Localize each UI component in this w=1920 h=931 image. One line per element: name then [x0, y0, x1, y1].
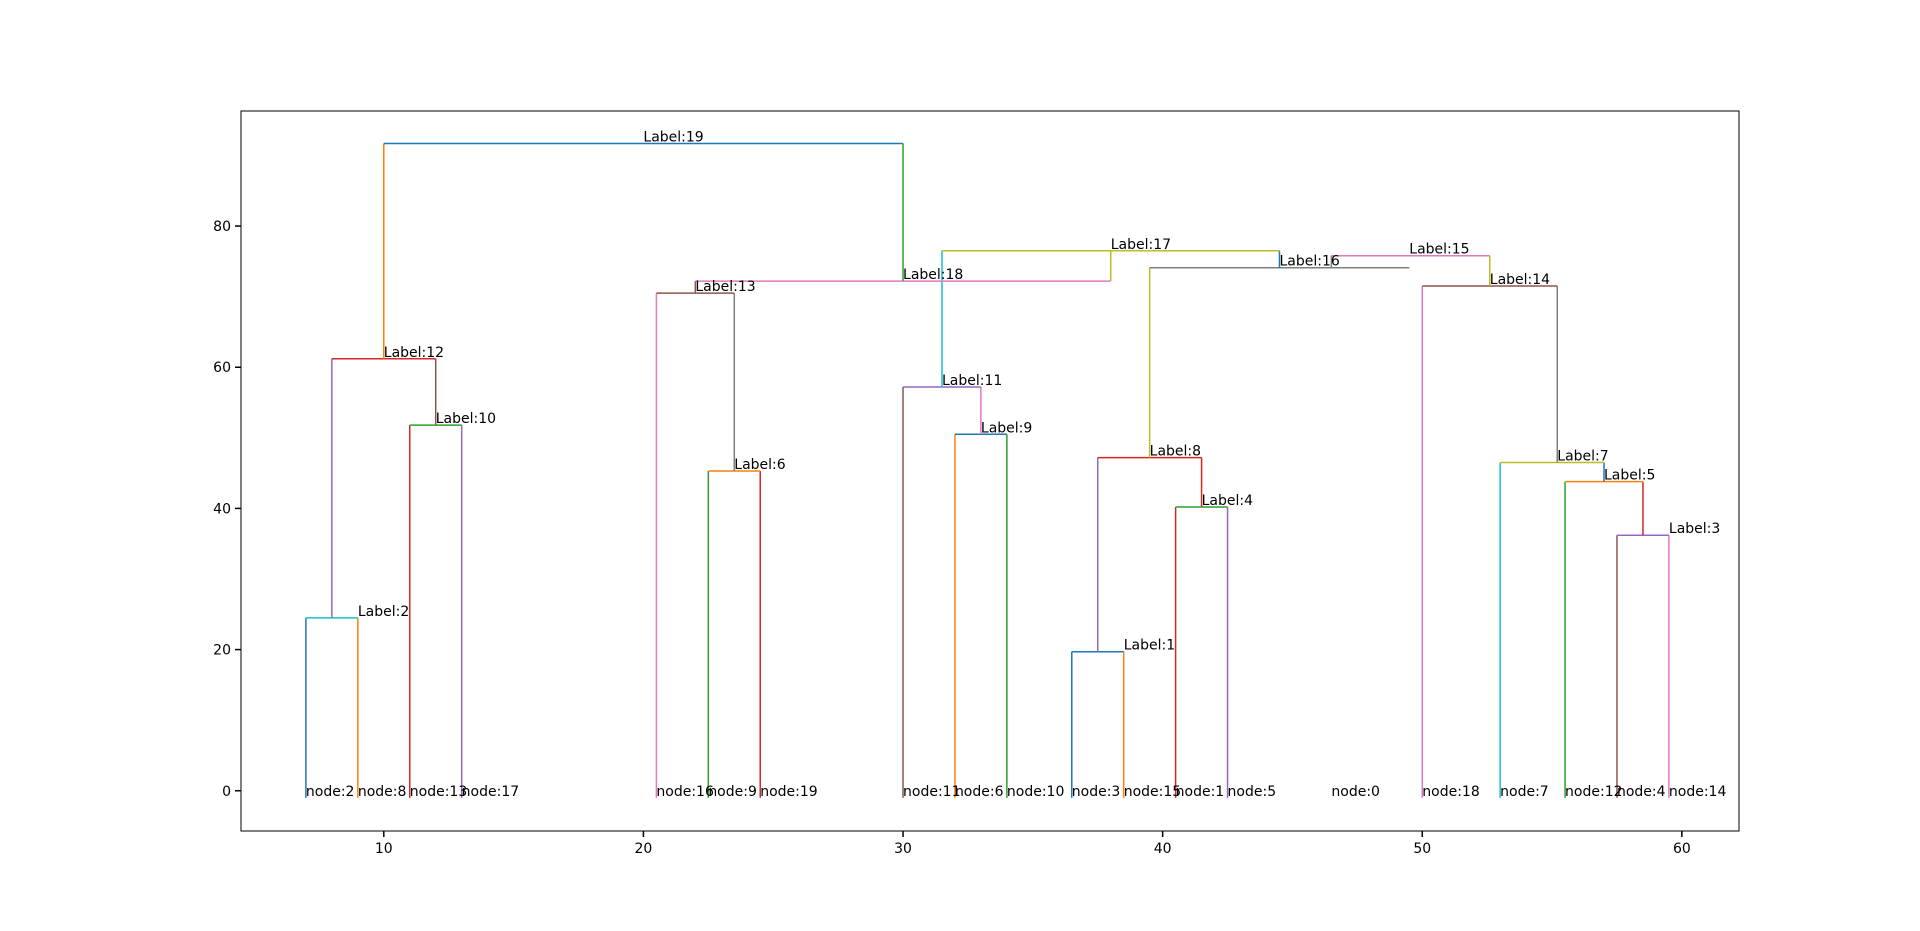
leaf-label: node:10 — [1007, 784, 1064, 800]
y-tick-label: 0 — [222, 784, 231, 800]
merge-label: Label:4 — [1202, 493, 1253, 509]
leaf-label: node:7 — [1500, 784, 1549, 800]
leaf-label: node:4 — [1617, 784, 1666, 800]
merge-label: Label:2 — [358, 604, 409, 620]
leaf-label: node:12 — [1565, 784, 1622, 800]
merge-label: Label:18 — [903, 267, 963, 283]
leaf-label: node:19 — [760, 784, 817, 800]
merge-label: Label:12 — [384, 345, 444, 361]
leaf-label: node:8 — [358, 784, 407, 800]
leaf-label: node:14 — [1669, 784, 1727, 800]
leaf-label: node:15 — [1124, 784, 1181, 800]
leaf-label: node:0 — [1331, 784, 1380, 800]
merge-label: Label:5 — [1604, 468, 1655, 484]
ticks-layer: 10 20 30 40 50 60 0 20 40 60 80 — [213, 219, 1691, 857]
merge-label: Label:7 — [1557, 449, 1608, 465]
merge-label: Label:8 — [1150, 444, 1201, 460]
merge-label: Label:17 — [1111, 237, 1171, 253]
leaf-label: node:13 — [410, 784, 467, 800]
leaf-label: node:5 — [1228, 784, 1277, 800]
merge-label: Label:9 — [981, 420, 1032, 436]
merge-label: Label:6 — [734, 457, 785, 473]
merge-label: Label:10 — [436, 411, 496, 427]
x-tick-label: 30 — [894, 841, 912, 857]
x-tick-label: 60 — [1673, 841, 1691, 857]
merge-label: Label:19 — [643, 129, 703, 145]
y-tick-label: 80 — [213, 219, 231, 235]
leaf-label: node:6 — [955, 784, 1004, 800]
merge-label: Label:14 — [1490, 272, 1550, 288]
x-tick-label: 10 — [375, 841, 393, 857]
y-tick-label: 60 — [213, 360, 231, 376]
y-tick-label: 40 — [213, 501, 231, 517]
x-tick-label: 20 — [634, 841, 652, 857]
merge-label: Label:11 — [942, 373, 1002, 389]
x-tick-label: 50 — [1413, 841, 1431, 857]
x-tick-label: 40 — [1154, 841, 1172, 857]
plot-frame — [240, 110, 1740, 832]
leaf-label: node:2 — [306, 784, 355, 800]
merge-label: Label:13 — [695, 279, 755, 295]
y-tick-label: 20 — [213, 643, 231, 659]
leaf-label: node:9 — [708, 784, 757, 800]
leaf-label: node:17 — [462, 784, 519, 800]
leaf-label: node:1 — [1176, 784, 1225, 800]
merge-label: Label:16 — [1279, 254, 1339, 270]
merge-label: Label:3 — [1669, 521, 1720, 537]
marks-layer — [305, 142, 1670, 798]
labels-layer: Label:1 Label:2 Label:3 Label:4 Label:5 Label… — [306, 129, 1727, 799]
leaf-label: node:18 — [1422, 784, 1479, 800]
leaf-label: node:3 — [1072, 784, 1121, 800]
leaf-label: node:11 — [903, 784, 960, 800]
leaf-label: node:16 — [656, 784, 714, 800]
merge-label: Label:1 — [1124, 638, 1175, 654]
merge-label: Label:15 — [1409, 242, 1469, 258]
